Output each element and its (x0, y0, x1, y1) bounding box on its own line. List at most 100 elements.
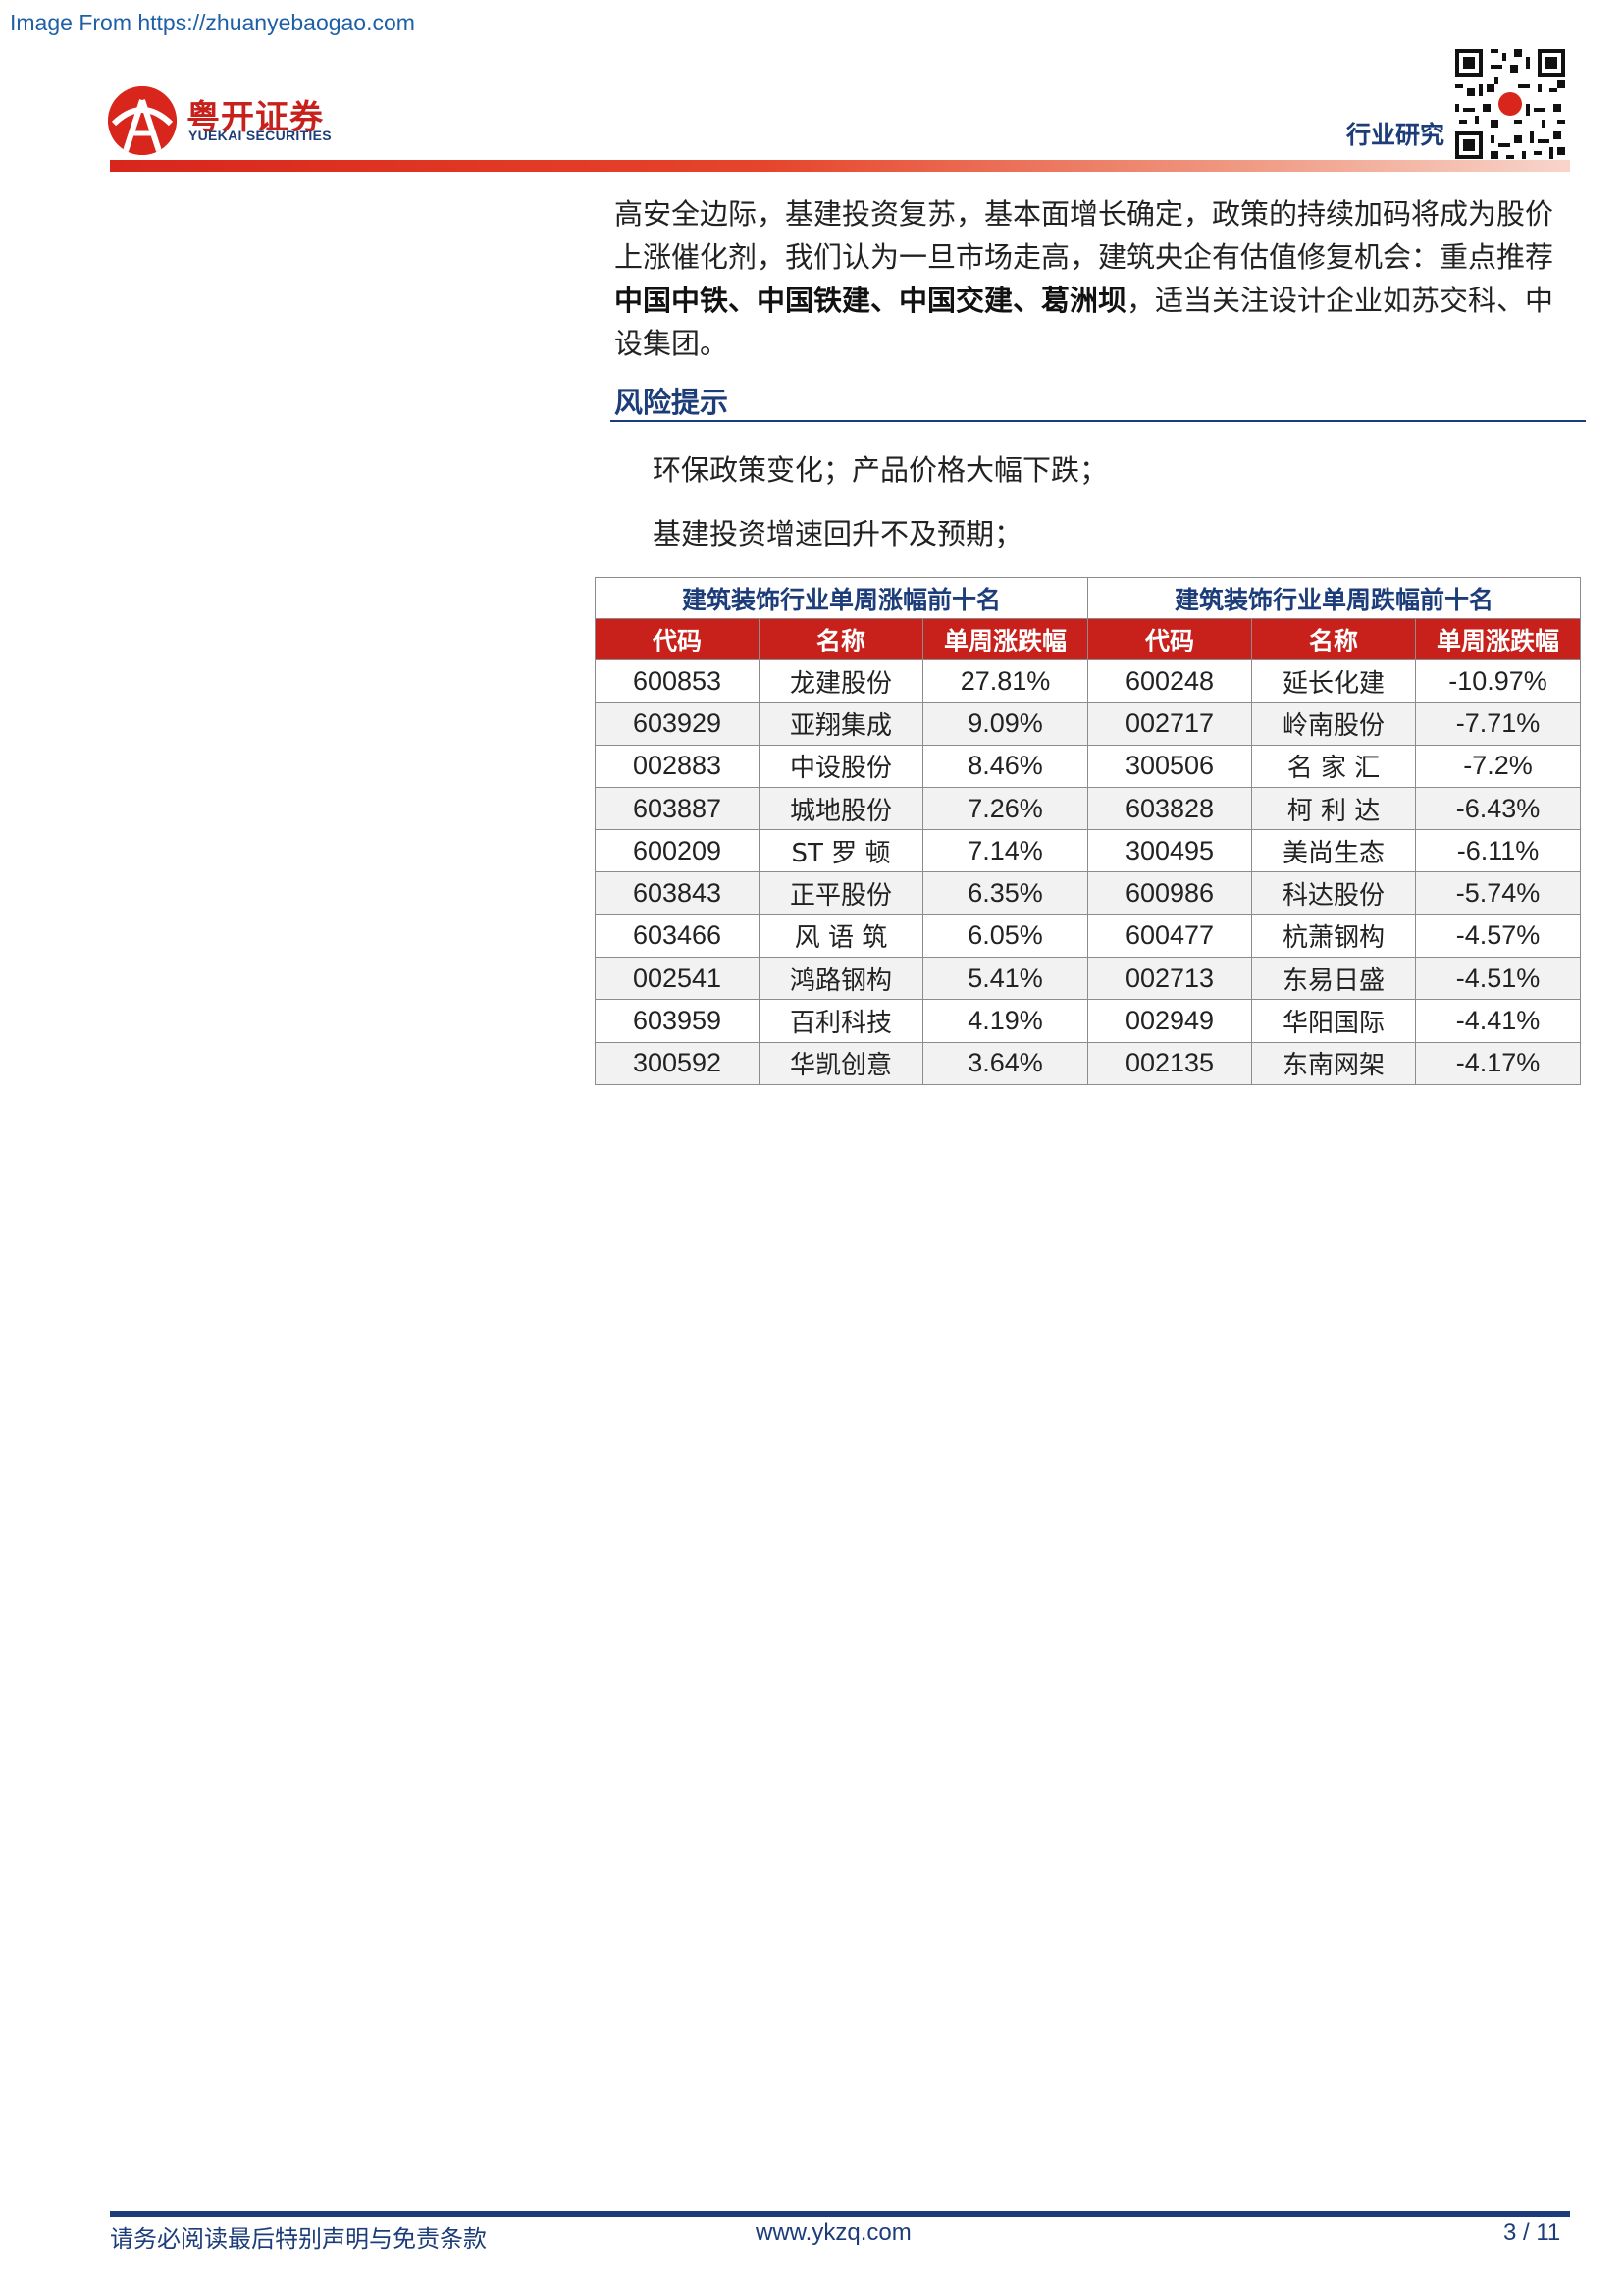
table-row: 600209 ST 罗 顿 7.14% 300495 美尚生态 -6.11% (595, 829, 1581, 873)
loser-name-cell: 延长化建 (1251, 658, 1416, 704)
loser-code-cell: 002717 (1087, 702, 1252, 746)
loser-code-cell: 300495 (1087, 829, 1252, 873)
gainer-name-cell: 亚翔集成 (759, 702, 923, 746)
gainer-name-cell: 中设股份 (759, 744, 923, 788)
loser-name-cell: 东易日盛 (1251, 957, 1416, 1001)
loser-change-cell: -7.71% (1415, 702, 1581, 746)
loser-code-cell: 002135 (1087, 1041, 1252, 1085)
weekly-ranking-table: 建筑装饰行业单周涨幅前十名 建筑装饰行业单周跌幅前十名 代码 名称 单周涨跌幅 … (595, 577, 1581, 1085)
column-header: 单周涨跌幅 (1415, 618, 1581, 660)
table-row: 002541 鸿路钢构 5.41% 002713 东易日盛 -4.51% (595, 957, 1581, 1001)
table-row: 002883 中设股份 8.46% 300506 名 家 汇 -7.2% (595, 744, 1581, 788)
gainer-code-cell: 603959 (595, 999, 760, 1043)
gainer-change-cell: 5.41% (922, 957, 1088, 1001)
gainer-code-cell: 603466 (595, 913, 760, 959)
loser-change-cell: -5.74% (1415, 871, 1581, 915)
gainer-change-cell: 6.35% (922, 871, 1088, 915)
paragraph-text-start: 高安全边际，基建投资复苏，基本面增长确定，政策的持续加码将成为股价上涨催化剂，我… (614, 197, 1554, 274)
gainer-change-cell: 27.81% (922, 658, 1088, 704)
page-number: 3 / 11 (1503, 2219, 1561, 2246)
logo-name-cn: 粤开证券 (186, 98, 324, 137)
footer-disclaimer: 请务必阅读最后特别声明与免责条款 (110, 2225, 487, 2253)
gainer-name-cell: 龙建股份 (759, 658, 923, 704)
gainer-name-cell: ST 罗 顿 (759, 829, 923, 873)
gainer-code-cell: 600853 (595, 658, 760, 704)
table-row: 603466 风 语 筑 6.05% 600477 杭萧钢构 -4.57% (595, 913, 1581, 959)
gainer-code-cell: 002541 (595, 957, 760, 1001)
section-divider (610, 420, 1586, 422)
loser-name-cell: 东南网架 (1251, 1041, 1416, 1085)
loser-change-cell: -7.2% (1415, 744, 1581, 788)
gainer-code-cell: 603887 (595, 786, 760, 831)
gainer-change-cell: 3.64% (922, 1041, 1088, 1085)
recommendation-paragraph: 高安全边际，基建投资复苏，基本面增长确定，政策的持续加码将成为股价上涨催化剂，我… (614, 192, 1581, 365)
gainer-change-cell: 7.26% (922, 786, 1088, 831)
gainer-change-cell: 6.05% (922, 913, 1088, 959)
qr-code-icon (1455, 49, 1565, 159)
gainer-name-cell: 鸿路钢构 (759, 957, 923, 1001)
table-row: 600853 龙建股份 27.81% 600248 延长化建 -10.97% (595, 658, 1581, 704)
loser-code-cell: 603828 (1087, 786, 1252, 831)
loser-code-cell: 300506 (1087, 744, 1252, 788)
gainer-name-cell: 风 语 筑 (759, 913, 923, 959)
table-row: 603887 城地股份 7.26% 603828 柯 利 达 -6.43% (595, 786, 1581, 831)
gainer-code-cell: 002883 (595, 744, 760, 788)
loser-name-cell: 杭萧钢构 (1251, 913, 1416, 959)
table-body: 600853 龙建股份 27.81% 600248 延长化建 -10.97% 603929 亚… (595, 658, 1581, 1085)
yuekai-logo: 粤开证券 YUEKAI SECURITIES (108, 86, 343, 157)
gainer-name-cell: 城地股份 (759, 786, 923, 831)
loser-name-cell: 华阳国际 (1251, 999, 1416, 1043)
loser-code-cell: 002949 (1087, 999, 1252, 1043)
loser-change-cell: -6.43% (1415, 786, 1581, 831)
loser-change-cell: -10.97% (1415, 658, 1581, 704)
loser-name-cell: 柯 利 达 (1251, 786, 1416, 831)
loser-code-cell: 600477 (1087, 913, 1252, 959)
risk-item: 环保政策变化；产品价格大幅下跌； (653, 453, 1109, 487)
loser-code-cell: 002713 (1087, 957, 1252, 1001)
loser-name-cell: 名 家 汇 (1251, 744, 1416, 788)
column-header: 名称 (759, 618, 923, 660)
logo-name-en: YUEKAI SECURITIES (188, 128, 332, 143)
table-row: 300592 华凯创意 3.64% 002135 东南网架 -4.17% (595, 1041, 1581, 1085)
table-row: 603929 亚翔集成 9.09% 002717 岭南股份 -7.71% (595, 702, 1581, 746)
risk-item: 基建投资增速回升不及预期； (653, 517, 1023, 550)
loser-change-cell: -4.57% (1415, 913, 1581, 959)
losers-caption: 建筑装饰行业单周跌幅前十名 (1087, 577, 1581, 619)
gainer-name-cell: 百利科技 (759, 999, 923, 1043)
gainer-code-cell: 300592 (595, 1041, 760, 1085)
loser-change-cell: -4.41% (1415, 999, 1581, 1043)
column-header: 代码 (595, 618, 760, 660)
recommended-stocks: 中国中铁、中国铁建、中国交建、葛洲坝 (614, 284, 1127, 317)
column-header: 代码 (1087, 618, 1252, 660)
footer-website-link[interactable]: www.ykzq.com (756, 2219, 912, 2246)
loser-name-cell: 科达股份 (1251, 871, 1416, 915)
loser-code-cell: 600986 (1087, 871, 1252, 915)
table-row: 603843 正平股份 6.35% 600986 科达股份 -5.74% (595, 871, 1581, 915)
gainers-caption: 建筑装饰行业单周涨幅前十名 (595, 577, 1088, 619)
gainer-name-cell: 华凯创意 (759, 1041, 923, 1085)
gainer-change-cell: 8.46% (922, 744, 1088, 788)
loser-change-cell: -6.11% (1415, 829, 1581, 873)
column-header: 单周涨跌幅 (922, 618, 1088, 660)
paragraph-text-end: ，适当关注设计企业如苏交科、中设集团。 (614, 284, 1554, 360)
loser-name-cell: 美尚生态 (1251, 829, 1416, 873)
loser-code-cell: 600248 (1087, 658, 1252, 704)
loser-change-cell: -4.51% (1415, 957, 1581, 1001)
gainer-change-cell: 4.19% (922, 999, 1088, 1043)
gainer-name-cell: 正平股份 (759, 871, 923, 915)
header-divider (110, 160, 1570, 172)
table-row: 603959 百利科技 4.19% 002949 华阳国际 -4.41% (595, 999, 1581, 1043)
loser-change-cell: -4.17% (1415, 1041, 1581, 1085)
column-header: 名称 (1251, 618, 1416, 660)
report-type-label: 行业研究 (1346, 121, 1445, 149)
footer-divider (110, 2211, 1570, 2217)
gainer-code-cell: 603843 (595, 871, 760, 915)
gainer-code-cell: 603929 (595, 702, 760, 746)
loser-name-cell: 岭南股份 (1251, 702, 1416, 746)
logo-emblem-icon (108, 86, 177, 155)
risk-section-title: 风险提示 (614, 386, 729, 419)
gainer-change-cell: 9.09% (922, 702, 1088, 746)
gainer-code-cell: 600209 (595, 829, 760, 873)
watermark-text: Image From https://zhuanyebaogao.com (10, 10, 415, 35)
gainer-change-cell: 7.14% (922, 829, 1088, 873)
